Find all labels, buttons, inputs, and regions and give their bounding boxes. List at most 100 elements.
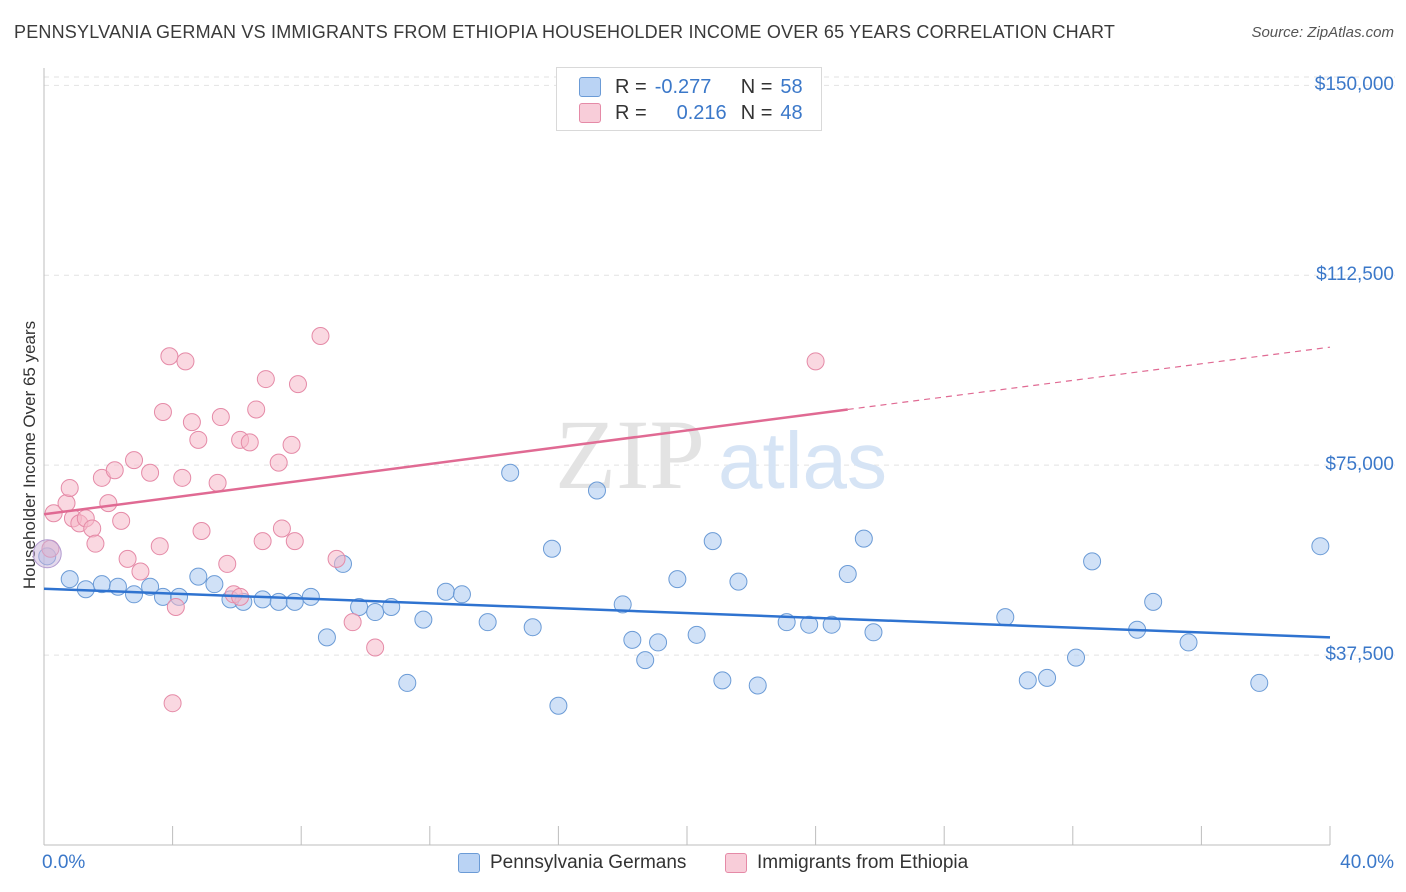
point-pennsylvania-germans[interactable] bbox=[350, 597, 369, 616]
point-immigrants-from-ethiopia[interactable] bbox=[150, 537, 169, 556]
point-pennsylvania-germans[interactable] bbox=[452, 585, 471, 604]
point-immigrants-from-ethiopia[interactable] bbox=[125, 451, 144, 470]
bottom-legend-swatch-blue bbox=[458, 853, 480, 873]
point-immigrants-from-ethiopia[interactable] bbox=[112, 511, 131, 530]
point-immigrants-from-ethiopia[interactable] bbox=[99, 494, 118, 513]
legend-r-value: 0.216 bbox=[655, 102, 727, 125]
point-pennsylvania-germans[interactable] bbox=[623, 630, 642, 649]
y-tick-label: $75,000 bbox=[1325, 454, 1394, 476]
point-pennsylvania-germans[interactable] bbox=[1250, 673, 1269, 692]
bottom-legend-pennsylvania-germans[interactable]: Pennsylvania Germans bbox=[458, 852, 686, 874]
point-pennsylvania-germans[interactable] bbox=[838, 565, 857, 584]
point-immigrants-from-ethiopia[interactable] bbox=[366, 638, 385, 657]
point-pennsylvania-germans[interactable] bbox=[523, 618, 542, 637]
point-pennsylvania-germans[interactable] bbox=[549, 696, 568, 715]
point-immigrants-from-ethiopia[interactable] bbox=[269, 453, 288, 472]
point-immigrants-from-ethiopia[interactable] bbox=[272, 519, 291, 538]
legend-r-label: R = bbox=[615, 75, 647, 98]
point-pennsylvania-germans[interactable] bbox=[542, 539, 561, 558]
point-immigrants-from-ethiopia[interactable] bbox=[163, 694, 182, 713]
point-immigrants-from-ethiopia[interactable] bbox=[83, 519, 102, 538]
point-immigrants-from-ethiopia[interactable] bbox=[256, 370, 275, 389]
point-immigrants-from-ethiopia[interactable] bbox=[253, 532, 272, 551]
legend-row-pennsylvania-germans: R = -0.277 N = 58 bbox=[579, 75, 803, 99]
point-pennsylvania-germans[interactable] bbox=[1083, 552, 1102, 571]
trendline-pennsylvania-germans bbox=[43, 587, 1331, 639]
point-immigrants-from-ethiopia[interactable] bbox=[60, 478, 79, 497]
point-immigrants-from-ethiopia[interactable] bbox=[173, 468, 192, 487]
point-immigrants-from-ethiopia[interactable] bbox=[153, 402, 172, 421]
point-immigrants-from-ethiopia[interactable] bbox=[211, 408, 230, 427]
point-pennsylvania-germans[interactable] bbox=[501, 463, 520, 482]
point-pennsylvania-germans[interactable] bbox=[1144, 592, 1163, 611]
point-pennsylvania-germans[interactable] bbox=[649, 633, 668, 652]
point-immigrants-from-ethiopia[interactable] bbox=[182, 413, 201, 432]
point-pennsylvania-germans[interactable] bbox=[189, 567, 208, 586]
point-pennsylvania-germans[interactable] bbox=[436, 582, 455, 601]
point-pennsylvania-germans[interactable] bbox=[687, 625, 706, 644]
bottom-legend-label: Pennsylvania Germans bbox=[490, 852, 687, 873]
point-immigrants-from-ethiopia[interactable] bbox=[806, 352, 825, 371]
point-pennsylvania-germans[interactable] bbox=[800, 615, 819, 634]
point-pennsylvania-germans[interactable] bbox=[703, 532, 722, 551]
point-pennsylvania-germans[interactable] bbox=[1018, 671, 1037, 690]
point-pennsylvania-germans[interactable] bbox=[398, 673, 417, 692]
point-pennsylvania-germans[interactable] bbox=[636, 651, 655, 670]
point-pennsylvania-germans[interactable] bbox=[253, 590, 272, 609]
point-immigrants-from-ethiopia[interactable] bbox=[192, 522, 211, 540]
point-immigrants-from-ethiopia[interactable] bbox=[176, 352, 195, 371]
point-immigrants-from-ethiopia[interactable] bbox=[57, 494, 76, 513]
point-pennsylvania-germans[interactable] bbox=[1311, 537, 1330, 556]
point-immigrants-from-ethiopia[interactable] bbox=[288, 375, 307, 394]
point-immigrants-from-ethiopia[interactable] bbox=[311, 327, 330, 346]
point-overlap-large[interactable] bbox=[32, 539, 62, 569]
point-pennsylvania-germans[interactable] bbox=[822, 615, 841, 634]
point-pennsylvania-germans[interactable] bbox=[366, 603, 385, 622]
point-immigrants-from-ethiopia[interactable] bbox=[208, 473, 227, 492]
legend-r-label: R = bbox=[615, 101, 647, 124]
point-pennsylvania-germans[interactable] bbox=[587, 481, 606, 500]
point-pennsylvania-germans[interactable] bbox=[713, 671, 732, 690]
point-immigrants-from-ethiopia[interactable] bbox=[160, 347, 179, 366]
point-pennsylvania-germans[interactable] bbox=[996, 608, 1015, 627]
point-pennsylvania-germans[interactable] bbox=[269, 592, 288, 611]
bottom-legend-immigrants-from-ethiopia[interactable]: Immigrants from Ethiopia bbox=[725, 852, 968, 874]
legend-n-value: 58 bbox=[780, 75, 803, 98]
point-pennsylvania-germans[interactable] bbox=[1038, 668, 1057, 687]
point-pennsylvania-germans[interactable] bbox=[864, 623, 883, 642]
point-immigrants-from-ethiopia[interactable] bbox=[285, 532, 304, 551]
point-immigrants-from-ethiopia[interactable] bbox=[105, 461, 124, 480]
point-pennsylvania-germans[interactable] bbox=[301, 587, 320, 606]
point-pennsylvania-germans[interactable] bbox=[478, 613, 497, 632]
point-immigrants-from-ethiopia[interactable] bbox=[166, 597, 185, 616]
point-immigrants-from-ethiopia[interactable] bbox=[282, 435, 301, 454]
point-immigrants-from-ethiopia[interactable] bbox=[218, 554, 237, 573]
trendline-immigrants-from-ethiopia bbox=[43, 408, 848, 516]
point-immigrants-from-ethiopia[interactable] bbox=[189, 430, 208, 449]
point-immigrants-from-ethiopia[interactable] bbox=[327, 549, 346, 568]
point-immigrants-from-ethiopia[interactable] bbox=[86, 534, 105, 553]
point-immigrants-from-ethiopia[interactable] bbox=[131, 562, 150, 581]
point-pennsylvania-germans[interactable] bbox=[854, 529, 873, 548]
point-pennsylvania-germans[interactable] bbox=[60, 570, 79, 589]
legend-r-value: -0.277 bbox=[654, 75, 712, 98]
point-pennsylvania-germans[interactable] bbox=[668, 570, 687, 589]
point-immigrants-from-ethiopia[interactable] bbox=[247, 400, 266, 419]
point-pennsylvania-germans[interactable] bbox=[205, 575, 224, 594]
point-pennsylvania-germans[interactable] bbox=[285, 592, 304, 611]
point-pennsylvania-germans[interactable] bbox=[141, 577, 160, 596]
point-immigrants-from-ethiopia[interactable] bbox=[118, 549, 137, 568]
point-pennsylvania-germans[interactable] bbox=[729, 572, 748, 591]
point-pennsylvania-germans[interactable] bbox=[748, 676, 767, 695]
point-pennsylvania-germans[interactable] bbox=[1179, 633, 1198, 652]
point-pennsylvania-germans[interactable] bbox=[317, 628, 336, 647]
point-pennsylvania-germans[interactable] bbox=[125, 585, 144, 604]
point-pennsylvania-germans[interactable] bbox=[414, 610, 433, 629]
point-immigrants-from-ethiopia[interactable] bbox=[343, 613, 362, 632]
point-immigrants-from-ethiopia[interactable] bbox=[240, 433, 259, 452]
point-pennsylvania-germans[interactable] bbox=[1067, 648, 1086, 667]
point-immigrants-from-ethiopia[interactable] bbox=[141, 463, 160, 482]
x-tick-max: 40.0% bbox=[1340, 852, 1394, 873]
point-pennsylvania-germans[interactable] bbox=[613, 595, 632, 614]
bottom-legend-label: Immigrants from Ethiopia bbox=[757, 852, 969, 873]
